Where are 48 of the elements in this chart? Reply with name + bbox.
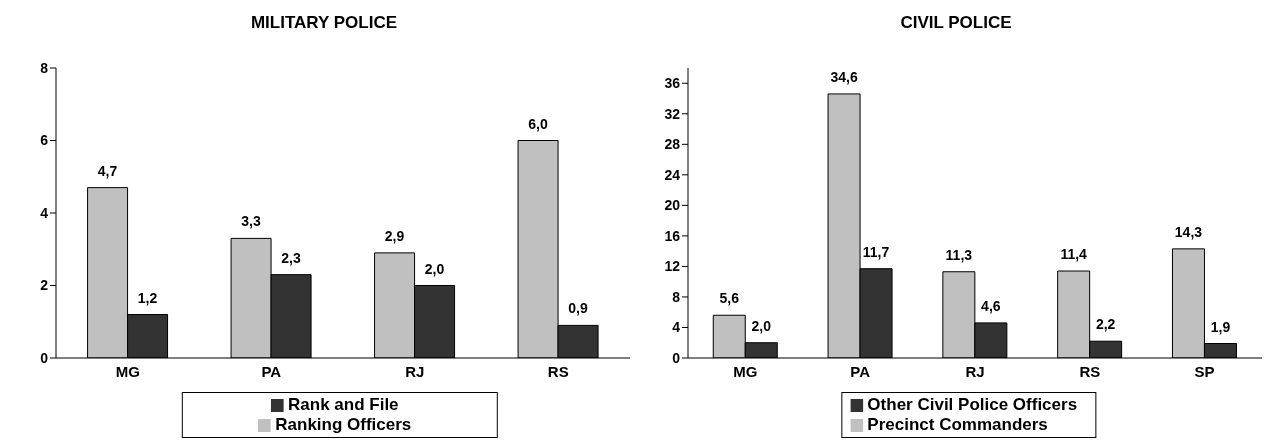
data-label: 5,6 bbox=[719, 290, 740, 307]
data-label: 2,0 bbox=[424, 260, 445, 277]
data-label: 4,7 bbox=[97, 162, 118, 179]
data-label: 2,9 bbox=[384, 227, 405, 244]
y-tick-label: 4 bbox=[672, 319, 681, 336]
y-tick-label: 8 bbox=[672, 288, 681, 305]
legend-label: Rank and File bbox=[288, 395, 399, 414]
x-tick-label: RS bbox=[547, 362, 569, 380]
data-label: 6,0 bbox=[528, 115, 549, 132]
y-tick-label: 2 bbox=[40, 277, 49, 294]
data-label: 0,9 bbox=[568, 300, 589, 317]
y-tick-label: 6 bbox=[40, 132, 49, 149]
data-label: 3,3 bbox=[241, 213, 262, 230]
chart-title: CIVIL POLICE bbox=[899, 12, 1013, 34]
y-tick-label: 24 bbox=[664, 166, 681, 183]
x-tick-label: RJ bbox=[405, 362, 425, 380]
legend-label: Precinct Commanders bbox=[867, 415, 1048, 434]
x-tick-label: MG bbox=[115, 362, 140, 380]
y-tick-label: 8 bbox=[40, 59, 49, 76]
legend-label: Ranking Officers bbox=[275, 415, 412, 434]
x-tick-label: RS bbox=[1079, 362, 1101, 380]
data-label: 1,9 bbox=[1210, 318, 1231, 335]
y-tick-label: 28 bbox=[664, 136, 681, 153]
data-label: 4,6 bbox=[981, 297, 1001, 314]
y-tick-label: 12 bbox=[664, 258, 681, 275]
data-label: 11,3 bbox=[945, 246, 973, 263]
y-tick-label: 20 bbox=[664, 197, 681, 214]
data-label: 2,0 bbox=[751, 317, 772, 334]
y-tick-label: 16 bbox=[664, 227, 681, 244]
x-tick-label: SP bbox=[1194, 362, 1215, 380]
x-tick-label: PA bbox=[850, 362, 871, 380]
x-tick-label: MG bbox=[733, 362, 758, 380]
y-tick-label: 4 bbox=[40, 204, 49, 221]
chart-title: MILITARY POLICE bbox=[249, 12, 399, 34]
x-tick-label: PA bbox=[261, 362, 282, 380]
data-label: 2,3 bbox=[281, 249, 302, 266]
y-tick-label: 36 bbox=[664, 75, 681, 92]
x-tick-label: RJ bbox=[965, 362, 985, 380]
data-label: 34,6 bbox=[830, 68, 858, 85]
y-tick-label: 0 bbox=[672, 349, 681, 366]
data-label: 11,7 bbox=[862, 243, 890, 260]
data-label: 2,2 bbox=[1095, 316, 1116, 333]
data-label: 1,2 bbox=[137, 289, 158, 306]
data-label: 11,4 bbox=[1060, 246, 1088, 262]
y-tick-label: 0 bbox=[40, 349, 49, 366]
y-tick-label: 32 bbox=[664, 105, 681, 122]
data-label: 14,3 bbox=[1174, 223, 1203, 240]
legend-label: Other Civil Police Officers bbox=[867, 395, 1078, 414]
